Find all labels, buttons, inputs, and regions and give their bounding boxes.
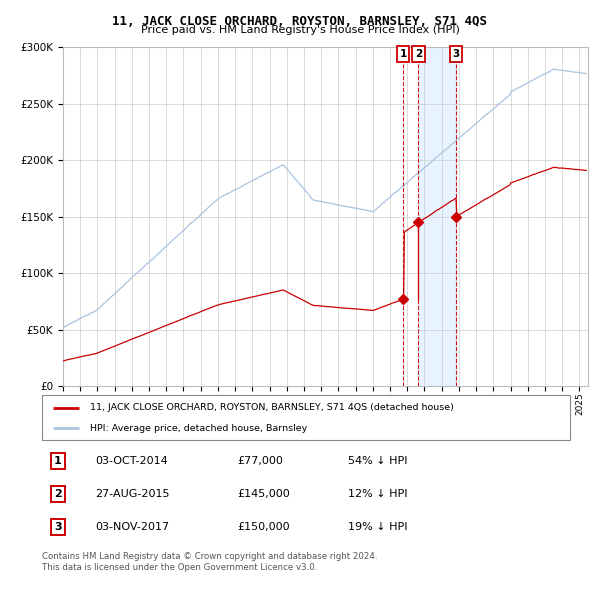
Text: 1: 1 bbox=[400, 49, 407, 59]
Text: £145,000: £145,000 bbox=[238, 489, 290, 499]
Text: 12% ↓ HPI: 12% ↓ HPI bbox=[348, 489, 408, 499]
Text: 11, JACK CLOSE ORCHARD, ROYSTON, BARNSLEY, S71 4QS: 11, JACK CLOSE ORCHARD, ROYSTON, BARNSLE… bbox=[113, 15, 487, 28]
Text: 2: 2 bbox=[415, 49, 422, 59]
Text: Contains HM Land Registry data © Crown copyright and database right 2024.: Contains HM Land Registry data © Crown c… bbox=[42, 552, 377, 560]
Text: 03-OCT-2014: 03-OCT-2014 bbox=[95, 456, 167, 466]
Text: 3: 3 bbox=[452, 49, 460, 59]
Text: 27-AUG-2015: 27-AUG-2015 bbox=[95, 489, 169, 499]
Text: £77,000: £77,000 bbox=[238, 456, 283, 466]
Text: 54% ↓ HPI: 54% ↓ HPI bbox=[348, 456, 408, 466]
Text: This data is licensed under the Open Government Licence v3.0.: This data is licensed under the Open Gov… bbox=[42, 563, 317, 572]
FancyBboxPatch shape bbox=[42, 395, 570, 440]
Bar bbox=[418, 47, 456, 386]
Text: 19% ↓ HPI: 19% ↓ HPI bbox=[348, 522, 408, 532]
Text: 3: 3 bbox=[54, 522, 62, 532]
Text: £150,000: £150,000 bbox=[238, 522, 290, 532]
Text: 2: 2 bbox=[54, 489, 62, 499]
Text: 11, JACK CLOSE ORCHARD, ROYSTON, BARNSLEY, S71 4QS (detached house): 11, JACK CLOSE ORCHARD, ROYSTON, BARNSLE… bbox=[89, 403, 454, 412]
Text: 1: 1 bbox=[54, 456, 62, 466]
Text: 03-NOV-2017: 03-NOV-2017 bbox=[95, 522, 169, 532]
Text: HPI: Average price, detached house, Barnsley: HPI: Average price, detached house, Barn… bbox=[89, 424, 307, 433]
Text: Price paid vs. HM Land Registry's House Price Index (HPI): Price paid vs. HM Land Registry's House … bbox=[140, 25, 460, 35]
